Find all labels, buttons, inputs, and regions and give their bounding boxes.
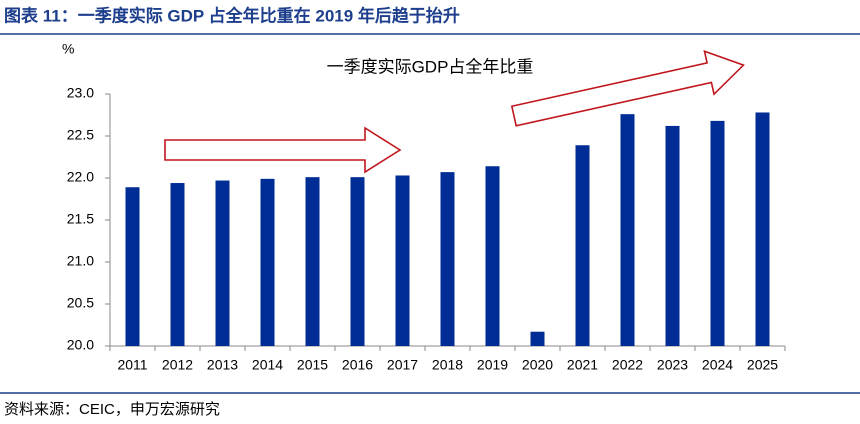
bar: [350, 177, 365, 346]
y-axis-unit: %: [62, 41, 74, 57]
bar: [305, 177, 320, 346]
y-tick-label: 23.0: [67, 85, 94, 101]
x-tick-label: 2020: [522, 357, 553, 373]
y-tick-label: 20.0: [67, 337, 94, 353]
bar: [215, 180, 230, 346]
bar: [755, 112, 770, 346]
x-tick-label: 2016: [342, 357, 373, 373]
x-tick-label: 2013: [207, 357, 238, 373]
y-tick-label: 21.5: [67, 211, 94, 227]
x-tick-label: 2012: [162, 357, 193, 373]
x-tick-label: 2022: [612, 357, 643, 373]
bar: [440, 172, 455, 346]
chart-title: 图表 11：一季度实际 GDP 占全年比重在 2019 年后趋于抬升: [4, 5, 460, 25]
bar: [530, 331, 545, 346]
series-label: 一季度实际GDP占全年比重: [327, 57, 534, 76]
trend-arrow: [164, 126, 402, 174]
bar: [665, 125, 680, 346]
x-tick-label: 2023: [657, 357, 688, 373]
x-tick-label: 2021: [567, 357, 598, 373]
bar: [710, 120, 725, 346]
trend-arrow: [510, 49, 745, 127]
y-tick-label: 21.0: [67, 253, 94, 269]
x-tick-label: 2015: [297, 357, 328, 373]
source-note: 资料来源：CEIC，申万宏源研究: [4, 401, 220, 418]
x-tick-label: 2019: [477, 357, 508, 373]
bar: [260, 178, 275, 346]
x-tick-label: 2017: [387, 357, 418, 373]
x-tick-label: 2011: [117, 357, 147, 373]
bar: [575, 145, 590, 346]
x-tick-label: 2014: [252, 357, 283, 373]
y-tick-label: 22.0: [67, 169, 94, 185]
bar: [485, 166, 500, 346]
x-tick-label: 2018: [432, 357, 463, 373]
x-tick-label: 2025: [747, 357, 778, 373]
y-tick-label: 20.5: [67, 295, 94, 311]
y-tick-label: 22.5: [67, 127, 94, 143]
bar: [395, 175, 410, 346]
bar: [125, 187, 140, 346]
x-tick-label: 2024: [702, 357, 733, 373]
bar: [620, 114, 635, 346]
bar: [170, 183, 185, 346]
